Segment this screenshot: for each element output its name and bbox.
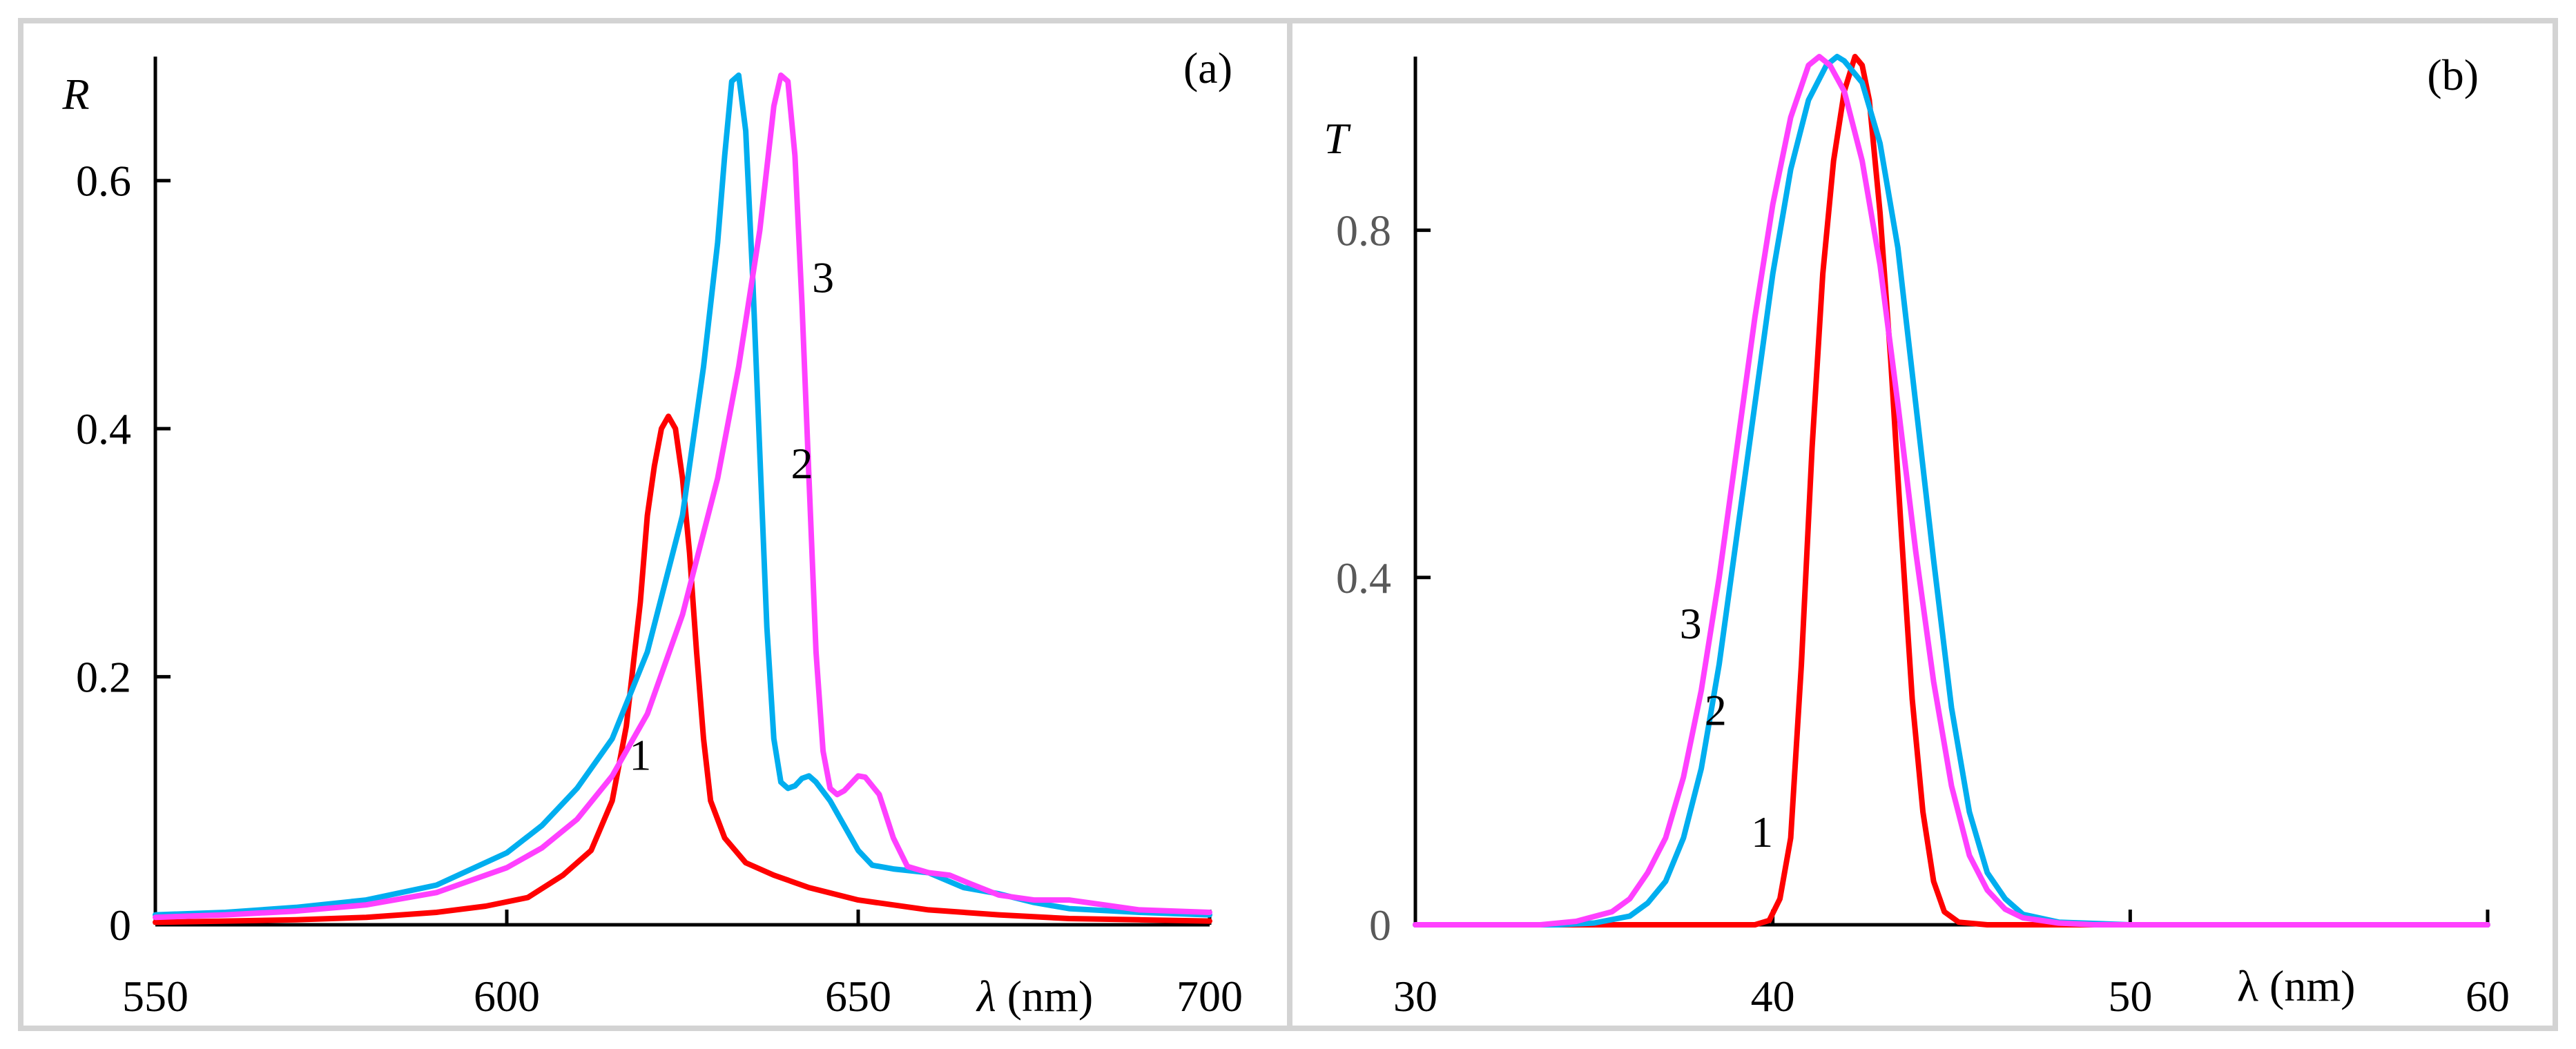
panel-b-series-3-label: 3 — [1680, 599, 1702, 648]
panel-a-y-tick-label: 0.4 — [76, 404, 131, 453]
panel-b-series-1-line — [1413, 54, 2490, 928]
panel-a-series-1-line — [153, 413, 1212, 925]
panel-b-x-tick-label: 40 — [1751, 972, 1795, 1021]
panel-a-x-tick-label: 700 — [1176, 972, 1243, 1021]
panel-a-y-tick-label: 0.6 — [76, 157, 131, 206]
panel-a-x-label-symbol: λ — [976, 972, 996, 1021]
panel-b-x-tick-label: 30 — [1393, 972, 1437, 1021]
panel-b-y-label: T — [1324, 114, 1351, 163]
panel-b-y-tick-label: 0.8 — [1336, 206, 1391, 255]
panel-a-x-label: λ (nm) — [976, 972, 1093, 1021]
panel-b-series-3-line — [1413, 54, 2490, 928]
panel-b-x-label-symbol: λ — [2237, 961, 2258, 1010]
panel-b-x-label: λ (nm) — [2237, 961, 2355, 1010]
panel-b-frame — [1287, 18, 2558, 1031]
panel-a-panel-label: (a) — [1183, 43, 1232, 92]
panel-b: 30 40 50 60 0 0.4 0.8 Tλ (nm) (b) 1 23 — [1324, 50, 2510, 1021]
panel-a-y-tick-label: 0.2 — [76, 653, 131, 702]
panel-a-series-3-label: 3 — [812, 253, 834, 302]
panel-a-series-3-line — [153, 72, 1212, 921]
panel-a-series-1-label: 1 — [629, 730, 651, 779]
panel-a-x-label-unit: (nm) — [996, 972, 1093, 1021]
panel-a-frame — [18, 18, 1292, 1031]
panel-a-x-tick-label: 650 — [825, 972, 891, 1021]
panel-b-x-tick-label: 50 — [2108, 972, 2152, 1021]
panel-b-y-tick-label: 0.4 — [1336, 553, 1391, 602]
panel-b-series-2-line — [1413, 54, 2490, 928]
panel-a-y-tick-label: 0 — [109, 901, 131, 950]
panel-b-x-tick-label: 60 — [2466, 972, 2510, 1021]
panel-a-series-2-label: 2 — [791, 439, 813, 488]
panel-a: 550 600 650 700 0 0.2 0.4 0.6 Rλ (nm) (a) 1 2 3 — [61, 43, 1243, 1021]
panel-a-y-label: R — [61, 70, 89, 119]
panel-b-series-1-label: 1 — [1751, 807, 1773, 856]
panel-a-x-tick-label: 600 — [474, 972, 540, 1021]
panel-b-x-label-unit: (nm) — [2258, 961, 2355, 1010]
panel-b-y-tick-label: 0 — [1369, 901, 1391, 950]
panel-a-x-tick-label: 550 — [122, 972, 188, 1021]
panel-b-panel-label: (b) — [2427, 50, 2479, 99]
panel-b-series-2-label: 2 — [1705, 686, 1727, 735]
